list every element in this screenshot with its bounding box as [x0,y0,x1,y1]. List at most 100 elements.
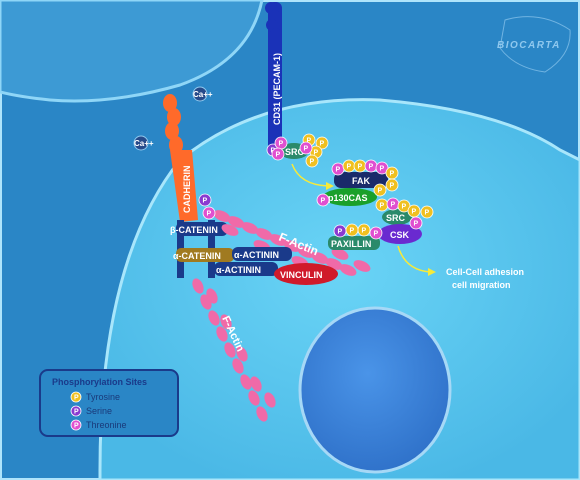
legend-label-tyrosine: Tyrosine [86,392,120,402]
cadherin-label: CADHERIN [182,165,192,213]
src-2: SRC [382,209,412,225]
svg-text:P: P [380,203,385,210]
vinculin-label: VINCULIN [280,270,323,280]
svg-text:P: P [74,395,79,402]
svg-text:P: P [307,138,312,145]
svg-text:P: P [380,166,385,173]
svg-text:P: P [279,141,284,148]
nucleus [298,306,452,474]
phospho-threonine: P [375,161,389,175]
src-1-label: SRC [285,147,305,157]
legend-item-tyrosine: P Tyrosine [70,391,120,403]
biocarta-logo: BIOCARTA [497,16,571,73]
fak: FAK [334,172,388,188]
legend-item-threonine: P Threonine [70,419,127,431]
svg-text:P: P [338,229,343,236]
legend: Phosphorylation Sites P Tyrosine P Serin… [39,369,179,437]
alpha-actinin-2-label: α-ACTININ [216,265,261,275]
phospho-tyrosine: P [375,198,389,212]
phospho-tyrosine: P [353,159,367,173]
legend-item-serine: P Serine [70,405,112,417]
phospho-tyrosine: P [385,178,399,192]
logo-text: BIOCARTA [497,40,561,51]
svg-text:P: P [304,146,309,153]
cd31-label: CD31 (PECAM-1) [272,53,282,125]
svg-text:P: P [402,204,407,211]
phospho-threonine: P [364,159,378,173]
svg-text:P: P [412,209,417,216]
cell-body [98,98,580,480]
svg-text:P: P [276,152,281,159]
phospho-threonine: P [331,162,345,176]
svg-text:P: P [321,198,326,205]
calcium-ion-2-label: Ca++ [134,139,154,148]
alpha-actinin-1: α-ACTININ [232,247,292,261]
svg-text:P: P [207,211,212,218]
phospho-threonine: P [202,206,216,220]
alpha-actinin-1-label: α-ACTININ [234,250,279,260]
phospho-tyrosine: P [345,223,359,237]
beta-catenin-label: β-CATENIN [170,225,218,235]
phospho-tyrosine: P [342,159,356,173]
svg-text:P: P [203,198,208,205]
phospho-tyrosine: P [357,223,371,237]
p130cas-label: p130CAS [328,193,368,203]
alpha-actinin-2: α-ACTININ [214,262,278,276]
phospho-serine: P [198,193,212,207]
phospho-tyrosine: P [397,199,411,213]
paxillin: PAXILLIN [328,236,380,250]
phospho-tyrosine: P [420,205,434,219]
cadherin-receptor: CADHERIN [163,94,198,222]
svg-text:P: P [310,159,315,166]
phospho-threonine: P [299,141,313,155]
phospho-serine: P [333,224,347,238]
svg-text:P: P [347,164,352,171]
phospho-tyrosine: P [373,183,387,197]
svg-text:P: P [390,183,395,190]
outcome-line-2: cell migration [452,280,511,290]
phospho-tyrosine: P [407,204,421,218]
outcome-line-1: Cell-Cell adhesion [446,267,524,277]
phospho-tyrosine: P [315,136,329,150]
legend-label-serine: Serine [86,406,112,416]
phospho-tyrosine: P [305,154,319,168]
legend-label-threonine: Threonine [86,420,127,430]
calcium-ion-1: Ca++ [192,86,213,102]
svg-text:P: P [336,167,341,174]
p130cas: p130CAS [323,188,377,206]
phospho-threonine: P [316,193,330,207]
svg-text:P: P [369,164,374,171]
fak-label: FAK [352,176,371,186]
csk: CSK [378,224,422,244]
paxillin-label: PAXILLIN [331,239,371,249]
arrow-src-to-fak [291,163,334,190]
phospho-sites: P P P P P P P P P P P P P P P P P P P P … [198,133,434,240]
csk-label: CSK [390,230,410,240]
beta-catenin: β-CATENIN [170,222,228,236]
phospho-threonine: P [369,226,383,240]
svg-text:P: P [74,423,79,430]
svg-text:P: P [358,164,363,171]
svg-text:P: P [391,202,396,209]
arrow-to-outcome [397,245,436,276]
cd31-receptor: CD31 (PECAM-1) [265,2,282,152]
svg-text:P: P [74,409,79,416]
phospho-threonine: P [271,147,285,161]
calcium-ion-1-label: Ca++ [193,90,213,99]
svg-text:P: P [425,210,430,217]
phospho-threonine: P [274,136,288,150]
alpha-catenin-label: α-CATENIN [173,251,221,261]
svg-text:P: P [350,228,355,235]
svg-text:P: P [362,228,367,235]
phospho-threonine: P [409,216,423,230]
legend-title: Phosphorylation Sites [52,377,147,387]
svg-text:P: P [314,150,319,157]
svg-text:P: P [320,141,325,148]
neighbor-cell [0,0,264,103]
svg-text:P: P [374,231,379,238]
vinculin: VINCULIN [274,263,338,285]
src-2-label: SRC [386,213,406,223]
calcium-ion-2: Ca++ [133,135,154,151]
